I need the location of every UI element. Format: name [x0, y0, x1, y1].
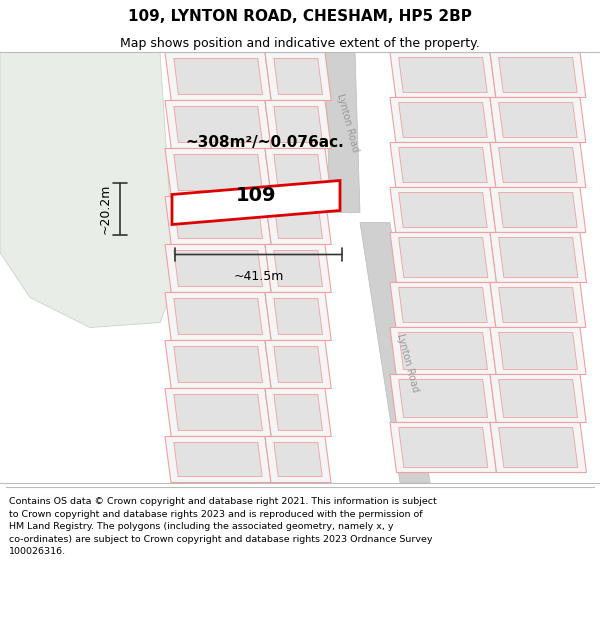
Polygon shape [174, 299, 262, 334]
Polygon shape [265, 101, 331, 149]
Polygon shape [360, 222, 430, 482]
Polygon shape [390, 52, 496, 98]
Polygon shape [390, 142, 496, 188]
Polygon shape [390, 282, 496, 328]
Polygon shape [165, 149, 271, 196]
Text: Lynton Road: Lynton Road [395, 332, 421, 393]
Polygon shape [390, 374, 496, 423]
Polygon shape [172, 181, 340, 224]
Polygon shape [174, 202, 262, 239]
Polygon shape [490, 282, 586, 328]
Polygon shape [490, 188, 586, 232]
Polygon shape [265, 52, 331, 101]
Polygon shape [265, 389, 331, 436]
Polygon shape [398, 102, 487, 138]
Polygon shape [274, 442, 322, 476]
Polygon shape [265, 196, 331, 244]
Polygon shape [398, 58, 487, 92]
Text: ~41.5m: ~41.5m [233, 271, 284, 284]
Polygon shape [265, 292, 331, 341]
Polygon shape [274, 202, 322, 239]
Text: Lynton Road: Lynton Road [335, 92, 361, 153]
Polygon shape [499, 238, 578, 278]
Polygon shape [274, 299, 322, 334]
Polygon shape [165, 389, 271, 436]
Polygon shape [490, 232, 587, 282]
Polygon shape [165, 52, 271, 101]
Polygon shape [490, 142, 586, 188]
Polygon shape [398, 288, 487, 322]
Polygon shape [265, 149, 331, 196]
Text: 109, LYNTON ROAD, CHESHAM, HP5 2BP: 109, LYNTON ROAD, CHESHAM, HP5 2BP [128, 9, 472, 24]
Polygon shape [265, 244, 331, 292]
Polygon shape [398, 148, 487, 182]
Polygon shape [165, 196, 271, 244]
Polygon shape [398, 238, 488, 278]
Polygon shape [390, 188, 496, 232]
Text: Map shows position and indicative extent of the property.: Map shows position and indicative extent… [120, 38, 480, 51]
Polygon shape [265, 341, 331, 389]
Polygon shape [499, 148, 577, 182]
Polygon shape [390, 232, 497, 282]
Polygon shape [174, 442, 262, 476]
Polygon shape [490, 374, 586, 423]
Polygon shape [398, 428, 488, 468]
Polygon shape [274, 251, 322, 286]
Polygon shape [174, 251, 262, 286]
Text: 109: 109 [236, 186, 276, 205]
Polygon shape [165, 101, 271, 149]
Polygon shape [174, 394, 262, 431]
Polygon shape [265, 436, 331, 482]
Polygon shape [398, 192, 487, 228]
Polygon shape [398, 379, 488, 418]
Polygon shape [274, 394, 322, 431]
Polygon shape [174, 346, 262, 382]
Polygon shape [274, 346, 322, 382]
Polygon shape [490, 328, 586, 374]
Text: ~20.2m: ~20.2m [99, 184, 112, 234]
Polygon shape [0, 52, 175, 328]
Polygon shape [274, 106, 322, 142]
Polygon shape [390, 98, 496, 142]
Polygon shape [174, 154, 262, 191]
Polygon shape [499, 192, 577, 228]
Polygon shape [325, 52, 360, 212]
Polygon shape [490, 422, 587, 472]
Polygon shape [490, 52, 586, 98]
Polygon shape [499, 332, 577, 369]
Polygon shape [499, 428, 578, 468]
Polygon shape [274, 154, 322, 191]
Polygon shape [274, 59, 322, 94]
Polygon shape [499, 288, 577, 322]
Polygon shape [165, 244, 271, 292]
Polygon shape [499, 379, 578, 418]
Polygon shape [499, 58, 577, 92]
Polygon shape [165, 292, 271, 341]
Polygon shape [390, 328, 496, 374]
Polygon shape [174, 59, 262, 94]
Text: Contains OS data © Crown copyright and database right 2021. This information is : Contains OS data © Crown copyright and d… [9, 498, 437, 556]
Polygon shape [165, 341, 271, 389]
Polygon shape [398, 332, 487, 369]
Polygon shape [490, 98, 586, 142]
Polygon shape [165, 436, 271, 482]
Text: ~308m²/~0.076ac.: ~308m²/~0.076ac. [185, 135, 344, 150]
Polygon shape [390, 422, 497, 472]
Polygon shape [499, 102, 577, 138]
Polygon shape [174, 106, 262, 142]
